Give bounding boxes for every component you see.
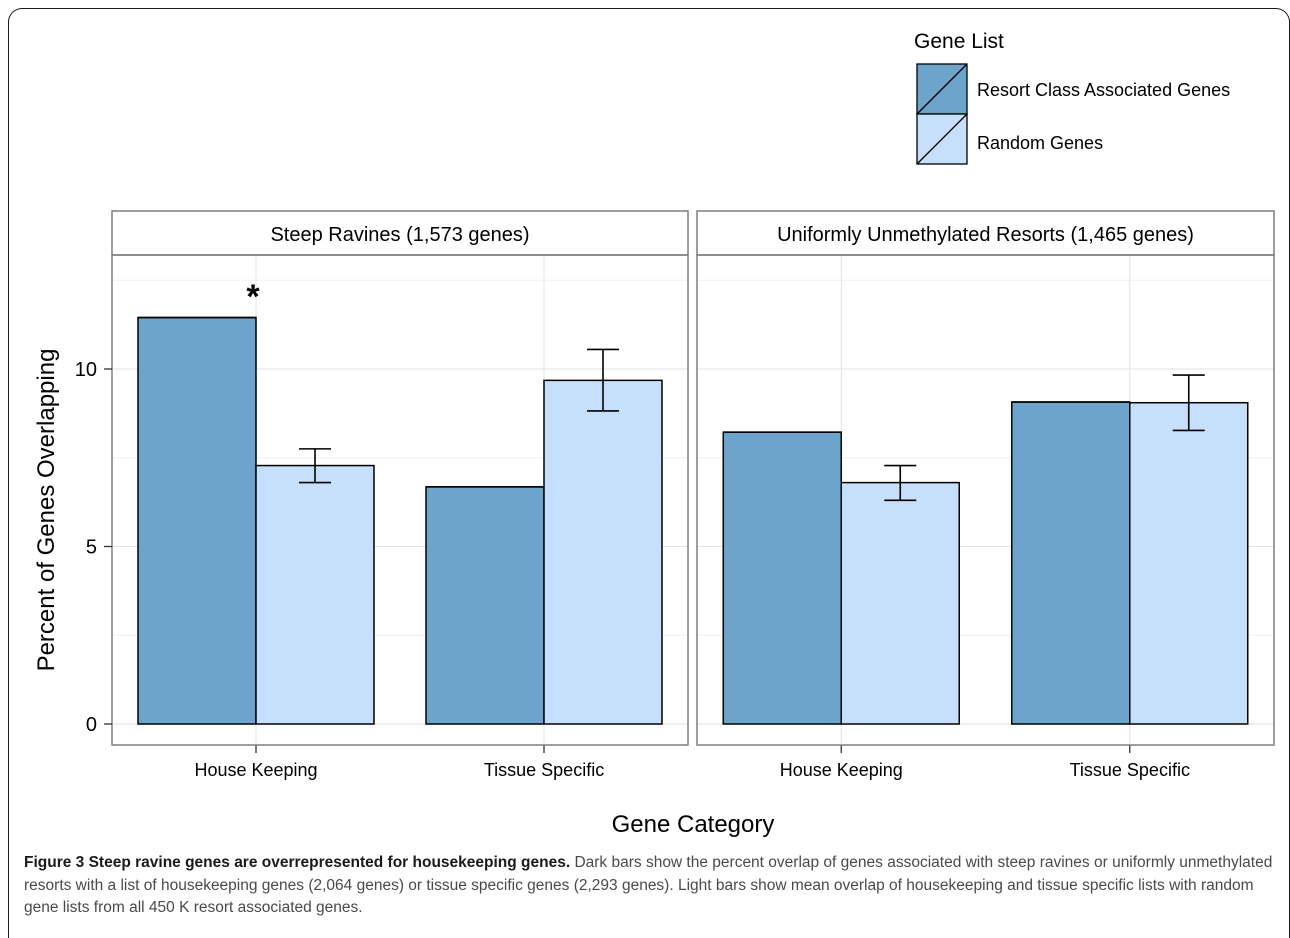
bar — [1011, 401, 1131, 725]
y-tick-label: 0 — [86, 714, 97, 736]
panel-title: Steep Ravines (1,573 genes) — [270, 224, 529, 246]
caption-text: Dark bars show the percent overlap of ge… — [24, 854, 1273, 916]
figure-caption: Figure 3 Steep ravine genes are overrepr… — [24, 852, 1279, 920]
x-tick-label: Tissue Specific — [484, 760, 604, 780]
legend: Gene List Resort Class Associated Genes … — [914, 30, 1230, 165]
bar — [255, 464, 375, 725]
x-axis-title: Gene Category — [612, 811, 775, 838]
legend-key-resort-slash — [916, 63, 968, 115]
caption-title: Figure 3 Steep ravine genes are overrepr… — [24, 854, 571, 871]
panel-strip — [696, 210, 1275, 256]
panel-strip — [111, 210, 689, 256]
bar-chart: Gene List Resort Class Associated Genes … — [33, 30, 1275, 838]
x-tick-label: House Keeping — [780, 760, 903, 780]
bar — [1129, 401, 1249, 725]
x-tick-label: House Keeping — [194, 760, 317, 780]
x-tick-label: Tissue Specific — [1070, 760, 1190, 780]
bar — [543, 379, 663, 725]
bar — [722, 431, 842, 725]
bar — [840, 481, 960, 725]
y-tick-label: 10 — [75, 359, 97, 381]
legend-label-random: Random Genes — [977, 133, 1103, 153]
significance-marker: * — [246, 278, 260, 316]
y-axis-title: Percent of Genes Overlapping — [33, 349, 60, 672]
legend-title: Gene List — [914, 30, 1004, 53]
legend-label-resort: Resort Class Associated Genes — [977, 80, 1230, 100]
bar — [137, 316, 257, 725]
y-tick-label: 5 — [86, 537, 97, 559]
bar — [425, 486, 545, 725]
panel-border — [111, 254, 689, 746]
panel-border — [696, 254, 1275, 746]
panel-title: Uniformly Unmethylated Resorts (1,465 ge… — [777, 224, 1194, 246]
legend-key-random-slash — [916, 113, 968, 165]
